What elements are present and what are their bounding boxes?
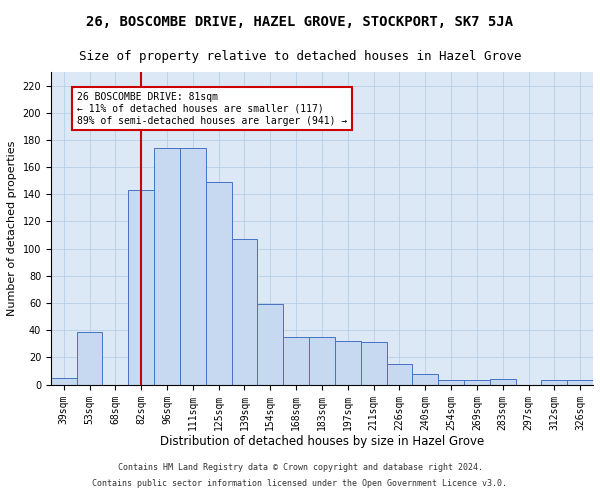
Bar (180, 148, 206, 384)
Y-axis label: Number of detached properties: Number of detached properties (7, 140, 17, 316)
Bar (567, 380, 593, 384)
X-axis label: Distribution of detached houses by size in Hazel Grove: Distribution of detached houses by size … (160, 435, 484, 448)
Bar (438, 380, 464, 384)
Bar (309, 337, 335, 384)
Bar (541, 380, 567, 384)
Text: Size of property relative to detached houses in Hazel Grove: Size of property relative to detached ho… (79, 50, 521, 63)
Bar (490, 379, 515, 384)
Bar (257, 304, 283, 384)
Bar (232, 239, 257, 384)
Text: Contains public sector information licensed under the Open Government Licence v3: Contains public sector information licen… (92, 478, 508, 488)
Text: 26 BOSCOMBE DRIVE: 81sqm
← 11% of detached houses are smaller (117)
89% of semi-: 26 BOSCOMBE DRIVE: 81sqm ← 11% of detach… (77, 92, 347, 126)
Bar (335, 341, 361, 384)
Bar (386, 364, 412, 384)
Bar (77, 332, 103, 384)
Bar (283, 337, 309, 384)
Text: 26, BOSCOMBE DRIVE, HAZEL GROVE, STOCKPORT, SK7 5JA: 26, BOSCOMBE DRIVE, HAZEL GROVE, STOCKPO… (86, 15, 514, 29)
Bar (361, 342, 386, 384)
Bar (128, 190, 154, 384)
Bar (206, 182, 232, 384)
Bar (412, 374, 438, 384)
Bar (154, 148, 180, 384)
Bar (464, 380, 490, 384)
Bar (51, 378, 77, 384)
Text: Contains HM Land Registry data © Crown copyright and database right 2024.: Contains HM Land Registry data © Crown c… (118, 464, 482, 472)
